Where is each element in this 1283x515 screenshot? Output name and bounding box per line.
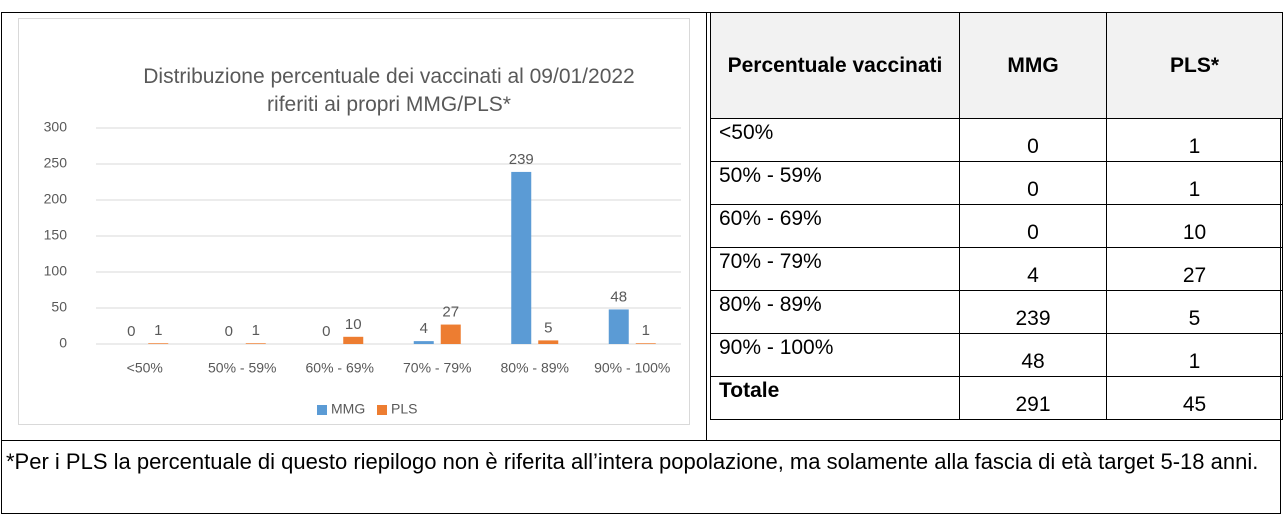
header-cell: MMG bbox=[959, 12, 1107, 119]
row: 80% - 89% 239 5 bbox=[710, 290, 1283, 334]
bar bbox=[511, 171, 532, 344]
divider bbox=[706, 12, 707, 440]
x-tick-label: 80% - 89% bbox=[501, 360, 569, 376]
x-tick-label: <50% bbox=[127, 360, 163, 376]
legend-label: PLS bbox=[391, 401, 417, 417]
cell: 10 bbox=[1106, 204, 1283, 248]
y-tick-label: 200 bbox=[44, 191, 68, 207]
header-cell: Percentuale vaccinati bbox=[710, 12, 960, 119]
data-label: 1 bbox=[642, 322, 650, 339]
data-label: 1 bbox=[154, 322, 162, 339]
data-label: 4 bbox=[420, 320, 428, 337]
bar bbox=[343, 336, 364, 344]
bar bbox=[538, 340, 559, 344]
x-tick-label: 70% - 79% bbox=[403, 360, 471, 376]
data-label: 0 bbox=[322, 323, 330, 340]
header-cell: PLS* bbox=[1106, 12, 1283, 119]
cell: 5 bbox=[1106, 290, 1283, 334]
bar bbox=[245, 343, 266, 344]
footnote: *Per i PLS la percentuale di questo riep… bbox=[1, 440, 1281, 514]
x-tick-label: 60% - 69% bbox=[306, 360, 374, 376]
y-tick-label: 300 bbox=[44, 119, 68, 135]
row: 50% - 59% 0 1 bbox=[710, 161, 1283, 205]
cell: 1 bbox=[1106, 118, 1283, 162]
cell: 45 bbox=[1106, 376, 1283, 420]
cell: 239 bbox=[959, 290, 1107, 334]
bar bbox=[440, 324, 461, 344]
row: 60% - 69% 0 10 bbox=[710, 204, 1283, 248]
row-label: 80% - 89% bbox=[710, 290, 960, 334]
row-label: Totale bbox=[710, 376, 960, 420]
row-label: <50% bbox=[710, 118, 960, 162]
bar bbox=[148, 343, 169, 344]
cell: 27 bbox=[1106, 247, 1283, 291]
data-label: 0 bbox=[127, 323, 135, 340]
x-tick-label: 90% - 100% bbox=[594, 360, 670, 376]
data-label: 5 bbox=[544, 319, 552, 336]
data-label: 239 bbox=[509, 151, 534, 168]
data-label: 0 bbox=[225, 323, 233, 340]
cell: 0 bbox=[959, 118, 1107, 162]
data-label: 10 bbox=[345, 316, 362, 333]
row: <50% 0 1 bbox=[710, 118, 1283, 162]
y-tick-label: 50 bbox=[51, 299, 67, 315]
row-label: 60% - 69% bbox=[710, 204, 960, 248]
cell: 0 bbox=[959, 161, 1107, 205]
legend-swatch bbox=[317, 405, 327, 415]
row: 90% - 100% 48 1 bbox=[710, 333, 1283, 377]
row: Totale 291 45 bbox=[710, 376, 1283, 420]
data-label: 1 bbox=[252, 322, 260, 339]
legend-label: MMG bbox=[331, 401, 365, 417]
legend-swatch bbox=[377, 405, 387, 415]
data-label: 48 bbox=[610, 288, 627, 305]
chart-box: 0 50 100 150 200 250 300 <50% 0 1 50% - 59% 0 1 60% -… bbox=[18, 18, 690, 425]
cell: 4 bbox=[959, 247, 1107, 291]
y-tick-label: 100 bbox=[44, 263, 68, 279]
chart-title: Distribuzione percentuale dei vaccinati … bbox=[143, 65, 635, 116]
data-label: 27 bbox=[442, 304, 459, 321]
cell: 1 bbox=[1106, 161, 1283, 205]
cell: 48 bbox=[959, 333, 1107, 377]
y-tick-label: 250 bbox=[44, 155, 68, 171]
row: 70% - 79% 4 27 bbox=[710, 247, 1283, 291]
row-label: 70% - 79% bbox=[710, 247, 960, 291]
row-label: 90% - 100% bbox=[710, 333, 960, 377]
bar bbox=[635, 343, 656, 344]
y-tick-label: 0 bbox=[59, 335, 67, 351]
row-label: 50% - 59% bbox=[710, 161, 960, 205]
x-tick-label: 50% - 59% bbox=[208, 360, 276, 376]
bar bbox=[413, 341, 434, 344]
header-row: Percentuale vaccinati MMG PLS* bbox=[710, 12, 1283, 119]
y-tick-label: 150 bbox=[44, 227, 68, 243]
cell: 0 bbox=[959, 204, 1107, 248]
table: Percentuale vaccinati MMG PLS* <50% 0 1 50% - … bbox=[710, 12, 1283, 420]
cell: 291 bbox=[959, 376, 1107, 420]
bar bbox=[608, 309, 629, 344]
cell: 1 bbox=[1106, 333, 1283, 377]
